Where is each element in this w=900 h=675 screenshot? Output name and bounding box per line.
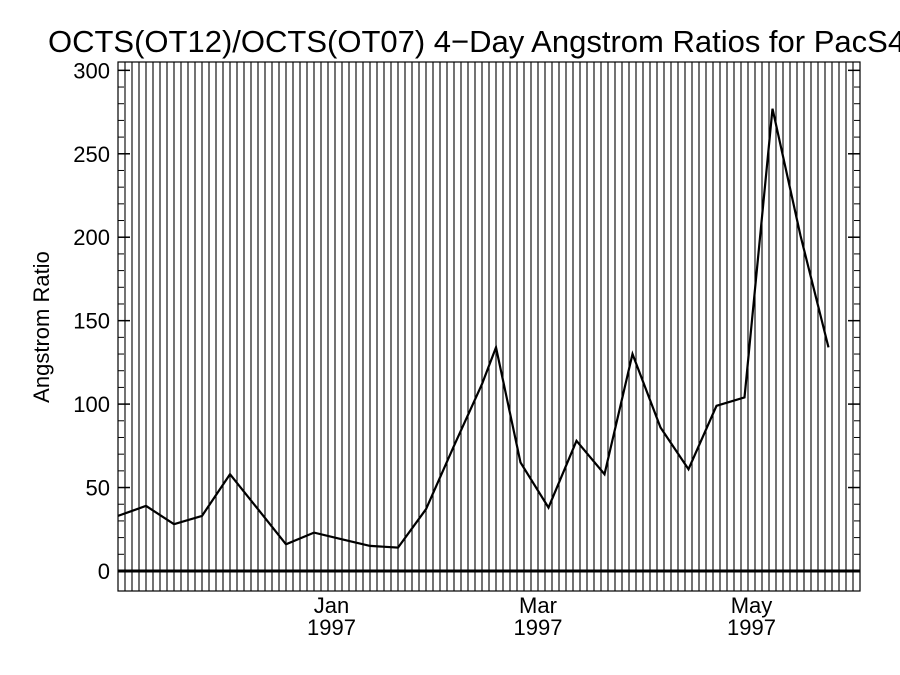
y-tick-label: 100 (73, 392, 110, 417)
chart-title: OCTS(OT12)/OCTS(OT07) 4−Day Angstrom Rat… (48, 24, 900, 59)
y-tick-label: 150 (73, 309, 110, 334)
x-tick-year-label: 1997 (514, 615, 563, 640)
y-tick-label: 200 (73, 225, 110, 250)
series-line (118, 109, 829, 548)
y-tick-label: 300 (73, 58, 110, 83)
x-tick-year-label: 1997 (727, 615, 776, 640)
y-tick-label: 0 (98, 559, 110, 584)
y-axis-label: Angstrom Ratio (29, 251, 54, 403)
vertical-grid (125, 62, 853, 591)
data-line (118, 109, 829, 548)
y-tick-label: 250 (73, 142, 110, 167)
y-tick-label: 50 (86, 476, 110, 501)
x-tick-year-label: 1997 (307, 615, 356, 640)
